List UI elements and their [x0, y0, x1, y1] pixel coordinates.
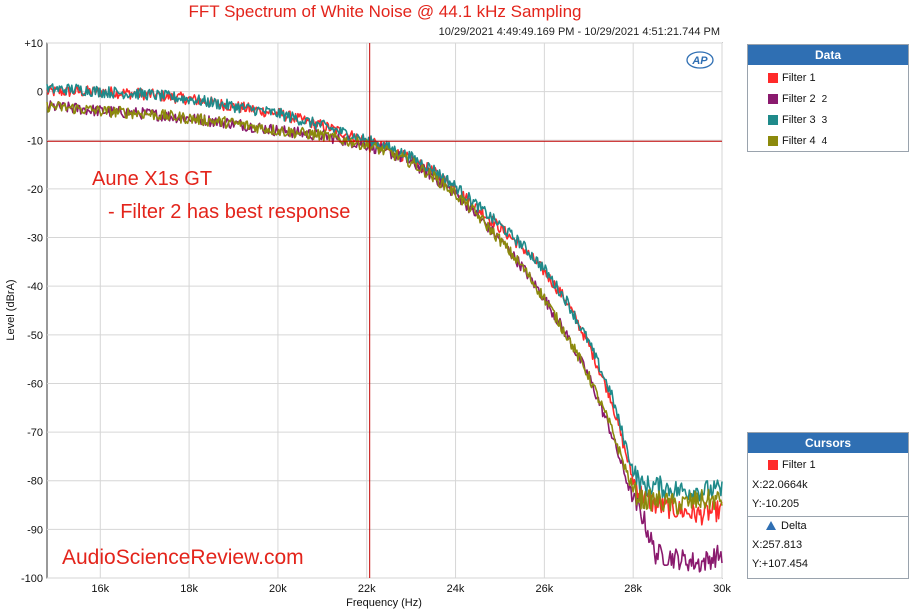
y-tick-label: -20	[27, 184, 43, 196]
watermark: AudioScienceReview.com	[62, 546, 304, 569]
series-line-4	[46, 101, 723, 515]
legend-label: Filter 3	[782, 114, 816, 126]
x-tick-label: 30k	[713, 583, 731, 595]
legend-swatch	[768, 73, 778, 83]
chart-timestamp: 10/29/2021 4:49:49.169 PM - 10/29/2021 4…	[438, 26, 720, 38]
legend-swatch	[768, 136, 778, 146]
cursor-trace-swatch	[768, 460, 778, 470]
cursors-panel: Cursors Filter 1 X:22.0664k Y:-10.205 De…	[747, 432, 909, 579]
ap-logo-text: AP	[691, 55, 708, 67]
legend-item-filter-2[interactable]: Filter 2 2	[748, 89, 908, 110]
legend-swatch	[768, 115, 778, 125]
y-tick-label: -10	[27, 135, 43, 147]
cursors-panel-title: Cursors	[748, 433, 908, 453]
delta-icon	[766, 521, 776, 530]
chart-title: FFT Spectrum of White Noise @ 44.1 kHz S…	[188, 2, 582, 21]
annotation-device: Aune X1s GT	[92, 168, 213, 190]
y-tick-label: 0	[37, 87, 43, 99]
legend-label: Filter 4	[782, 135, 816, 147]
legend-label: Filter 2	[782, 93, 816, 105]
y-axis-label: Level (dBrA)	[5, 279, 17, 340]
legend-list: Filter 1 Filter 2 2 Filter 3 3 Filter 4 4	[748, 65, 908, 152]
y-tick-label: +10	[24, 38, 43, 50]
legend-swatch	[768, 94, 778, 104]
delta-y-value: Y:+107.454	[752, 558, 808, 570]
y-tick-label: -30	[27, 233, 43, 245]
x-tick-label: 28k	[624, 583, 642, 595]
legend-item-filter-4[interactable]: Filter 4 4	[748, 131, 908, 152]
y-tick-label: -100	[21, 573, 43, 585]
legend-item-filter-3[interactable]: Filter 3 3	[748, 110, 908, 131]
cursor-y-value: Y:-10.205	[752, 498, 800, 510]
x-tick-label: 20k	[269, 583, 287, 595]
delta-label: Delta	[781, 520, 807, 532]
cursor-divider	[748, 516, 908, 517]
legend-suffix: 3	[821, 115, 828, 126]
cursor-trace-filter-1[interactable]: Filter 1	[748, 455, 908, 476]
legend-item-filter-1[interactable]: Filter 1	[748, 68, 908, 89]
ap-logo: AP	[686, 51, 714, 69]
data-legend-panel: Data Filter 1 Filter 2 2 Filter 3 3 Filter…	[747, 44, 909, 152]
y-tick-label: -80	[27, 476, 43, 488]
delta-x-value: X:257.813	[752, 539, 803, 551]
legend-suffix: 2	[821, 94, 828, 105]
cursor-trace-label: Filter 1	[782, 459, 816, 471]
plot-frame	[46, 42, 723, 579]
y-tick-label: -50	[27, 330, 43, 342]
cursor-crosshair	[47, 43, 722, 578]
delta-row[interactable]: Delta	[748, 517, 908, 536]
annotation-filter-note: - Filter 2 has best response	[108, 201, 351, 223]
legend-label: Filter 1	[782, 72, 816, 84]
x-tick-label: 16k	[91, 583, 109, 595]
data-panel-title: Data	[748, 45, 908, 65]
y-tick-label: -70	[27, 427, 43, 439]
x-tick-label: 18k	[180, 583, 198, 595]
y-tick-label: -40	[27, 281, 43, 293]
y-tick-label: -90	[27, 524, 43, 536]
series-lines	[46, 83, 723, 573]
cursor-x-value: X:22.0664k	[752, 479, 808, 491]
y-tick-label: -60	[27, 378, 43, 390]
x-axis-label: Frequency (Hz)	[346, 597, 422, 609]
x-tick-label: 24k	[447, 583, 465, 595]
x-tick-label: 22k	[358, 583, 376, 595]
x-tick-label: 26k	[535, 583, 553, 595]
axis-ticks: +10 0 -10 -20 -30 -40 -50 -60 -70 -80 -90 -100 16k 18…	[21, 38, 731, 595]
legend-suffix: 4	[821, 136, 828, 147]
